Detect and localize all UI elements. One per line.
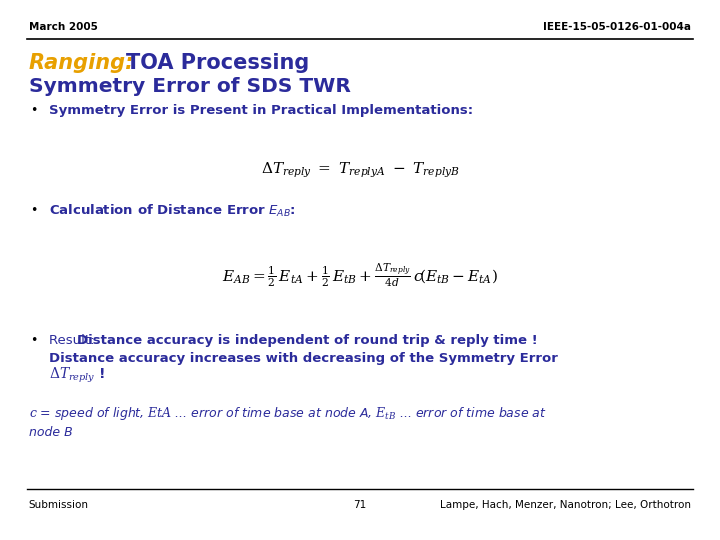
- Text: Symmetry Error of SDS TWR: Symmetry Error of SDS TWR: [29, 77, 351, 96]
- Text: Symmetry Error is Present in Practical Implementations:: Symmetry Error is Present in Practical I…: [49, 104, 473, 117]
- Text: Ranging:: Ranging:: [29, 53, 135, 73]
- Text: •: •: [30, 204, 37, 217]
- Text: March 2005: March 2005: [29, 22, 98, 32]
- Text: TOA Processing: TOA Processing: [126, 53, 310, 73]
- Text: IEEE-15-05-0126-01-004a: IEEE-15-05-0126-01-004a: [543, 22, 691, 32]
- Text: $\Delta T_{reply}\ =\ T_{replyA}\ -\ T_{replyB}$: $\Delta T_{reply}\ =\ T_{replyA}\ -\ T_{…: [261, 160, 459, 180]
- Text: $E_{AB} = \frac{1}{2}\,E_{tA} + \frac{1}{2}\,E_{tB} + \frac{\Delta T_{reply}}{4d: $E_{AB} = \frac{1}{2}\,E_{tA} + \frac{1}…: [222, 261, 498, 289]
- Text: $c$ = speed of light, $EtA$ ... error of time base at node A, $E_{tB}$ ... error: $c$ = speed of light, $EtA$ ... error of…: [29, 404, 546, 422]
- Text: Calculation of Distance Error $E_{AB}$:: Calculation of Distance Error $E_{AB}$:: [49, 202, 296, 219]
- Text: •: •: [30, 334, 37, 347]
- Text: 71: 71: [354, 500, 366, 510]
- Text: Distance accuracy increases with decreasing of the Symmetry Error: Distance accuracy increases with decreas…: [49, 352, 558, 365]
- Text: Lampe, Hach, Menzer, Nanotron; Lee, Orthotron: Lampe, Hach, Menzer, Nanotron; Lee, Orth…: [440, 500, 691, 510]
- Text: Submission: Submission: [29, 500, 89, 510]
- Text: Distance accuracy is independent of round trip & reply time !: Distance accuracy is independent of roun…: [77, 334, 538, 347]
- Text: •: •: [30, 104, 37, 117]
- Text: $\Delta T_{reply}$ !: $\Delta T_{reply}$ !: [49, 366, 105, 386]
- Text: Result:: Result:: [49, 334, 99, 347]
- Text: node B: node B: [29, 426, 73, 438]
